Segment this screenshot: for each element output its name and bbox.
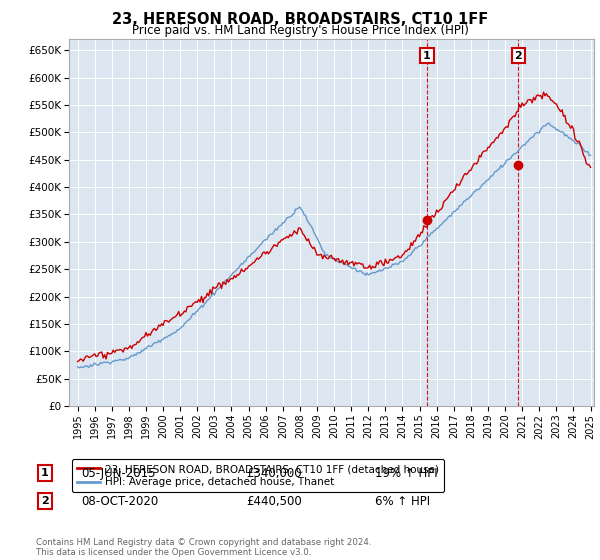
Text: 2: 2 (514, 50, 522, 60)
Text: Contains HM Land Registry data © Crown copyright and database right 2024.
This d: Contains HM Land Registry data © Crown c… (36, 538, 371, 557)
Text: £340,000: £340,000 (246, 466, 302, 480)
Text: 2: 2 (41, 496, 49, 506)
Text: 05-JUN-2015: 05-JUN-2015 (81, 466, 155, 480)
Text: £440,500: £440,500 (246, 494, 302, 508)
Text: 1: 1 (41, 468, 49, 478)
Legend: 23, HERESON ROAD, BROADSTAIRS, CT10 1FF (detached house), HPI: Average price, de: 23, HERESON ROAD, BROADSTAIRS, CT10 1FF … (71, 459, 444, 492)
Text: 23, HERESON ROAD, BROADSTAIRS, CT10 1FF: 23, HERESON ROAD, BROADSTAIRS, CT10 1FF (112, 12, 488, 27)
Text: 1: 1 (423, 50, 431, 60)
Text: 19% ↑ HPI: 19% ↑ HPI (375, 466, 437, 480)
Text: 6% ↑ HPI: 6% ↑ HPI (375, 494, 430, 508)
Text: 08-OCT-2020: 08-OCT-2020 (81, 494, 158, 508)
Text: Price paid vs. HM Land Registry's House Price Index (HPI): Price paid vs. HM Land Registry's House … (131, 24, 469, 36)
